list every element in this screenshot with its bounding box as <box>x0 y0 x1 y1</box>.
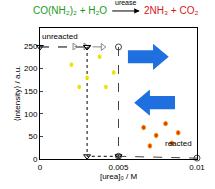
svg-text:0: 0 <box>38 163 43 172</box>
svg-text:CO(NH₂)₂ + H₂O: CO(NH₂)₂ + H₂O <box>33 5 107 16</box>
svg-text:urease: urease <box>115 0 137 6</box>
svg-text:200: 200 <box>24 64 38 73</box>
svg-text:[urea]₀ / M: [urea]₀ / M <box>100 172 137 181</box>
svg-text:2NH₃ + CO₂: 2NH₃ + CO₂ <box>144 5 198 16</box>
svg-text:unreacted: unreacted <box>42 32 78 41</box>
svg-text:reacted: reacted <box>165 139 192 148</box>
svg-text:0: 0 <box>33 155 38 164</box>
svg-text:100: 100 <box>24 110 38 119</box>
svg-text:250: 250 <box>24 42 38 51</box>
svg-text:0.01: 0.01 <box>189 163 205 172</box>
svg-text:⟨intensity⟩ / a.u.: ⟨intensity⟩ / a.u. <box>13 66 22 122</box>
svg-text:50: 50 <box>28 132 37 141</box>
svg-text:150: 150 <box>24 87 38 96</box>
svg-text:0.005: 0.005 <box>108 163 129 172</box>
